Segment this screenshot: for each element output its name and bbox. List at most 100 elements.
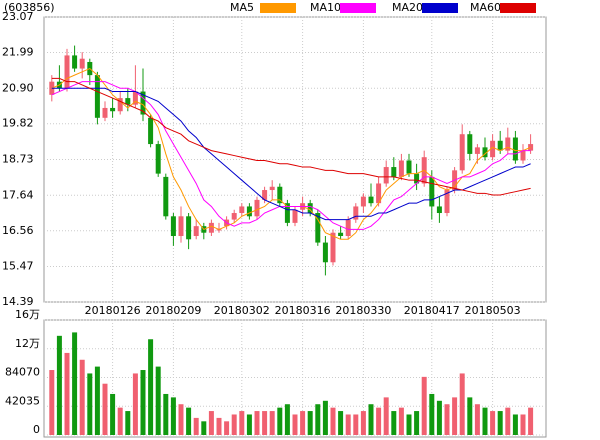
volume-bar — [155, 366, 161, 435]
candle-body — [117, 98, 123, 112]
volume-bar — [284, 404, 290, 435]
volume-bar — [315, 404, 321, 435]
y-tick-label: 21.99 — [2, 45, 34, 58]
candle-body — [505, 137, 511, 151]
volume-bar — [110, 393, 116, 435]
volume-bar — [322, 400, 328, 435]
volume-bar — [56, 335, 62, 435]
candle-body — [360, 196, 366, 207]
candle-body — [277, 186, 283, 204]
volume-bar — [520, 414, 526, 435]
legend-label: MA20 — [392, 1, 423, 14]
x-tick-label: 20180503 — [465, 304, 521, 317]
candle-body — [436, 206, 442, 214]
volume-bar — [178, 404, 184, 435]
volume-bar — [201, 421, 207, 435]
candle-body — [338, 232, 344, 237]
candle-body — [330, 232, 336, 263]
candle-body — [406, 160, 412, 174]
volume-bar — [429, 393, 435, 435]
volume-bar — [239, 411, 245, 435]
candle-body — [497, 140, 503, 151]
candle-body — [178, 216, 184, 237]
candle-body — [246, 206, 252, 217]
candle-body — [353, 206, 359, 220]
volume-bar — [292, 414, 298, 435]
volume-bar — [398, 407, 404, 435]
candle-body — [262, 190, 268, 200]
x-tick-label: 20180417 — [404, 304, 460, 317]
candle-body — [208, 222, 214, 233]
volume-tick-label: 12万 — [15, 337, 40, 350]
legend-swatch — [260, 3, 296, 13]
candle-body — [102, 107, 108, 118]
legend-swatch — [422, 3, 458, 13]
candle-body — [292, 209, 298, 223]
volume-bar — [512, 414, 518, 435]
candle-body — [140, 91, 146, 115]
candle-body — [110, 107, 116, 112]
volume-bar — [459, 373, 465, 435]
volume-bar — [216, 417, 222, 435]
volume-bar — [300, 411, 306, 435]
volume-bar — [353, 414, 359, 435]
legend-label: MA60 — [470, 1, 501, 14]
candle-body — [72, 55, 78, 69]
legend-swatch — [340, 3, 376, 13]
legend-label: MA5 — [230, 1, 254, 14]
volume-tick-label: 16万 — [15, 308, 40, 321]
volume-bar — [421, 376, 427, 435]
moving-average-line — [51, 87, 531, 221]
volume-bar — [193, 417, 199, 435]
volume-frame — [43, 319, 547, 438]
volume-tick-label: 42035 — [5, 394, 40, 407]
candle-body — [322, 242, 328, 263]
volume-bar — [269, 411, 275, 435]
candle-body — [284, 203, 290, 223]
candle-body — [125, 98, 131, 105]
candle-body — [414, 173, 420, 184]
candle-body — [520, 150, 526, 161]
volume-bar — [360, 411, 366, 435]
candle-body — [512, 137, 518, 161]
volume-bar — [277, 407, 283, 435]
volume-bar — [254, 411, 260, 435]
candle-body — [474, 147, 480, 154]
volume-bar — [436, 400, 442, 435]
candle-body — [64, 55, 70, 89]
volume-bar — [117, 407, 123, 435]
volume-bar — [467, 397, 473, 435]
x-tick-label: 20180302 — [214, 304, 270, 317]
volume-bar — [224, 421, 230, 435]
volume-bar — [474, 404, 480, 435]
volume-bar — [505, 407, 511, 435]
volume-bar — [79, 359, 85, 435]
volume-bar — [186, 407, 192, 435]
candle-body — [148, 117, 154, 145]
candle-body — [163, 176, 169, 217]
volume-bar — [132, 373, 138, 435]
volume-tick-label: 0 — [33, 423, 40, 436]
moving-average-line — [51, 67, 531, 240]
candle-body — [391, 167, 397, 177]
candle-body — [79, 58, 85, 69]
volume-bar — [170, 397, 176, 435]
x-tick-label: 20180316 — [275, 304, 331, 317]
volume-bar — [444, 404, 450, 435]
volume-bar — [246, 414, 252, 435]
volume-bar — [368, 404, 374, 435]
y-tick-label: 18.73 — [2, 153, 34, 166]
volume-bar — [307, 411, 313, 435]
candle-body — [315, 213, 321, 243]
volume-bar — [64, 352, 70, 435]
candle-body — [345, 219, 351, 237]
candle-body — [231, 213, 237, 220]
candle-body — [193, 226, 199, 237]
candle-body — [94, 75, 100, 118]
candle-body — [368, 196, 374, 204]
y-tick-label: 14.39 — [2, 295, 34, 308]
volume-bar — [497, 411, 503, 435]
candle-body — [429, 176, 435, 207]
volume-bar — [482, 407, 488, 435]
